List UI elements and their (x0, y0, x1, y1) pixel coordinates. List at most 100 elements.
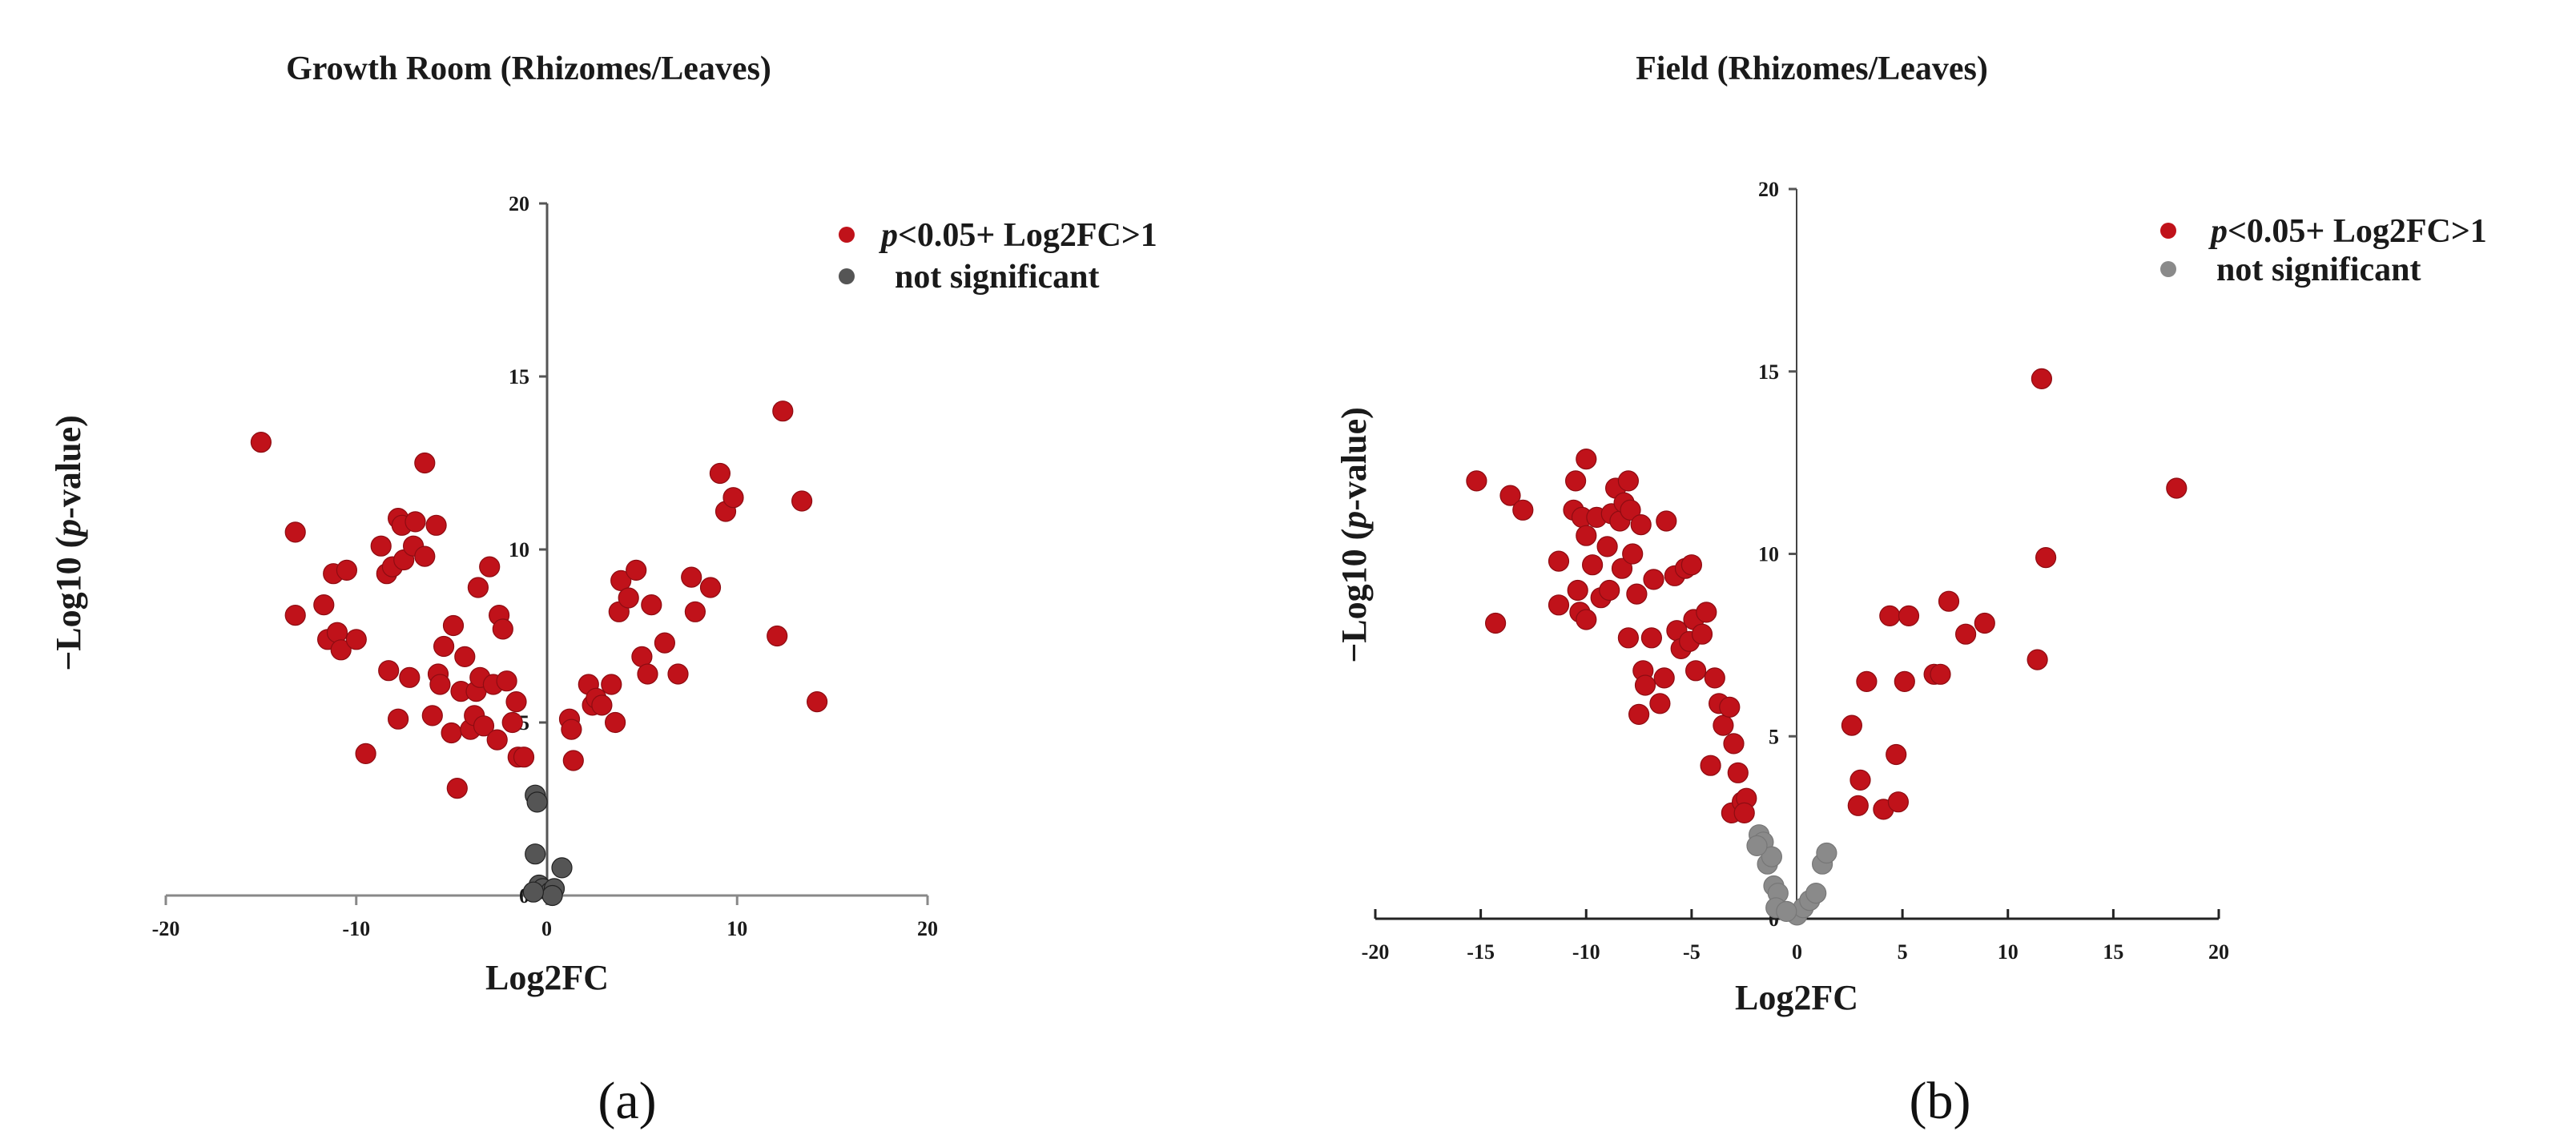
significant-point (1576, 525, 1597, 546)
legend-b-significant-marker (2160, 223, 2176, 239)
significant-point (1634, 674, 1656, 696)
significant-point (1974, 612, 1995, 634)
significant-point (1640, 627, 1662, 649)
significant-point (473, 715, 495, 737)
significant-point (513, 747, 535, 768)
significant-point (1576, 448, 1597, 470)
nonsignificant-point (1746, 835, 1768, 857)
chart-a-y-label-p: p (49, 519, 88, 540)
significant-point (561, 718, 582, 740)
panel-label-a: (a) (598, 1072, 656, 1130)
significant-point (250, 431, 272, 453)
significant-point (1704, 667, 1725, 689)
significant-point (654, 632, 676, 654)
legend-b-significant-label: p<0.05+ Log2FC>1 (2208, 213, 2487, 250)
significant-point (1567, 579, 1588, 602)
significant-point (1548, 550, 1570, 572)
significant-point (505, 690, 527, 713)
legend-a-significant-marker (839, 227, 855, 243)
chart-a-y-tick-label: 15 (509, 365, 529, 388)
significant-point (1719, 696, 1741, 718)
legend-a-significant-text: <0.05+ Log2FC>1 (898, 217, 1157, 254)
chart-b-axes: -20 -15 -10 -5 0 5 10 15 20 0 5 10 15 20 (1362, 178, 2229, 964)
nonsignificant-point (1761, 846, 1782, 867)
chart-b-y-label-p: p (1334, 511, 1374, 532)
chart-b-x-tick-label: 20 (2208, 940, 2229, 964)
significant-point (1643, 569, 1664, 590)
significant-point (1548, 594, 1570, 616)
chart-a-x-label: Log2FC (485, 958, 609, 997)
chart-a-x-tick-label: -10 (342, 917, 370, 940)
chart-growth-room: Growth Room (Rhizomes/Leaves) -20 -10 0 10 2… (49, 50, 1157, 1130)
significant-point (1847, 795, 1869, 816)
significant-point (454, 646, 476, 668)
significant-point (1887, 791, 1909, 813)
significant-point (492, 618, 513, 640)
significant-point (2166, 477, 2188, 499)
significant-point (1484, 612, 1507, 634)
significant-point (378, 660, 400, 682)
legend-a-significant-p: p (879, 217, 898, 254)
chart-a-y-label-prefix: −Log10 ( (49, 537, 88, 671)
significant-point (405, 511, 426, 533)
significant-point (399, 666, 421, 688)
nonsignificant-point (1805, 882, 1827, 904)
chart-b-x-tick-label: -15 (1467, 940, 1495, 964)
nonsignificant-point (551, 857, 573, 879)
nonsignificant-point (1776, 900, 1797, 923)
chart-field: Field (Rhizomes/Leaves) -20 -15 -10 -5 0 5 10 1… (1334, 50, 2487, 1130)
chart-b-x-tick-label: -20 (1362, 940, 1390, 964)
significant-point (1599, 579, 1620, 602)
chart-a-legend: p<0.05+ Log2FC>1 not significant (839, 217, 1157, 296)
legend-a-nonsig-label: not significant (895, 259, 1100, 296)
significant-point (1564, 470, 1587, 492)
significant-point (425, 514, 447, 536)
legend-b-nonsig-marker (2160, 261, 2176, 277)
significant-point (618, 587, 639, 609)
significant-point (467, 577, 489, 598)
significant-point (610, 569, 632, 592)
chart-a-y-tick-label: 20 (509, 192, 529, 215)
nonsignificant-point (522, 881, 545, 903)
legend-a-nonsig-marker (839, 268, 855, 284)
significant-point (1955, 623, 1977, 645)
significant-point (667, 663, 689, 685)
significant-point (1700, 755, 1721, 776)
significant-point (2035, 546, 2057, 569)
significant-point (414, 545, 436, 567)
significant-point (1499, 485, 1521, 506)
significant-point (496, 670, 517, 692)
significant-point (441, 722, 462, 744)
significant-point (681, 566, 702, 588)
legend-a-significant-label: p<0.05+ Log2FC>1 (879, 217, 1157, 254)
chart-b-y-label-prefix: −Log10 ( (1334, 529, 1374, 663)
significant-point (806, 690, 828, 713)
significant-point (1879, 605, 1901, 627)
significant-point (1727, 762, 1749, 783)
significant-point (429, 674, 451, 695)
chart-b-y-tick-label: 15 (1758, 360, 1779, 384)
significant-point (562, 750, 584, 771)
significant-point (336, 559, 357, 582)
chart-b-points (1466, 368, 2188, 926)
significant-point (486, 729, 508, 751)
significant-point (370, 535, 392, 557)
significant-point (1653, 667, 1675, 689)
chart-a-x-tick-label: 20 (917, 917, 938, 940)
significant-point (1849, 769, 1871, 791)
chart-a-points (250, 400, 828, 907)
chart-a-x-tick-label: 0 (541, 917, 552, 940)
significant-point (1696, 602, 1717, 623)
legend-b-nonsig-label: not significant (2216, 252, 2421, 288)
significant-point (388, 708, 409, 730)
significant-point (591, 694, 613, 716)
significant-point (1630, 513, 1652, 536)
significant-point (442, 614, 465, 637)
nonsignificant-point (541, 884, 563, 907)
significant-point (2031, 368, 2052, 389)
legend-b-significant-p: p (2208, 213, 2228, 250)
significant-point (1596, 536, 1618, 557)
significant-point (772, 400, 794, 422)
chart-b-x-label: Log2FC (1735, 978, 1858, 1017)
